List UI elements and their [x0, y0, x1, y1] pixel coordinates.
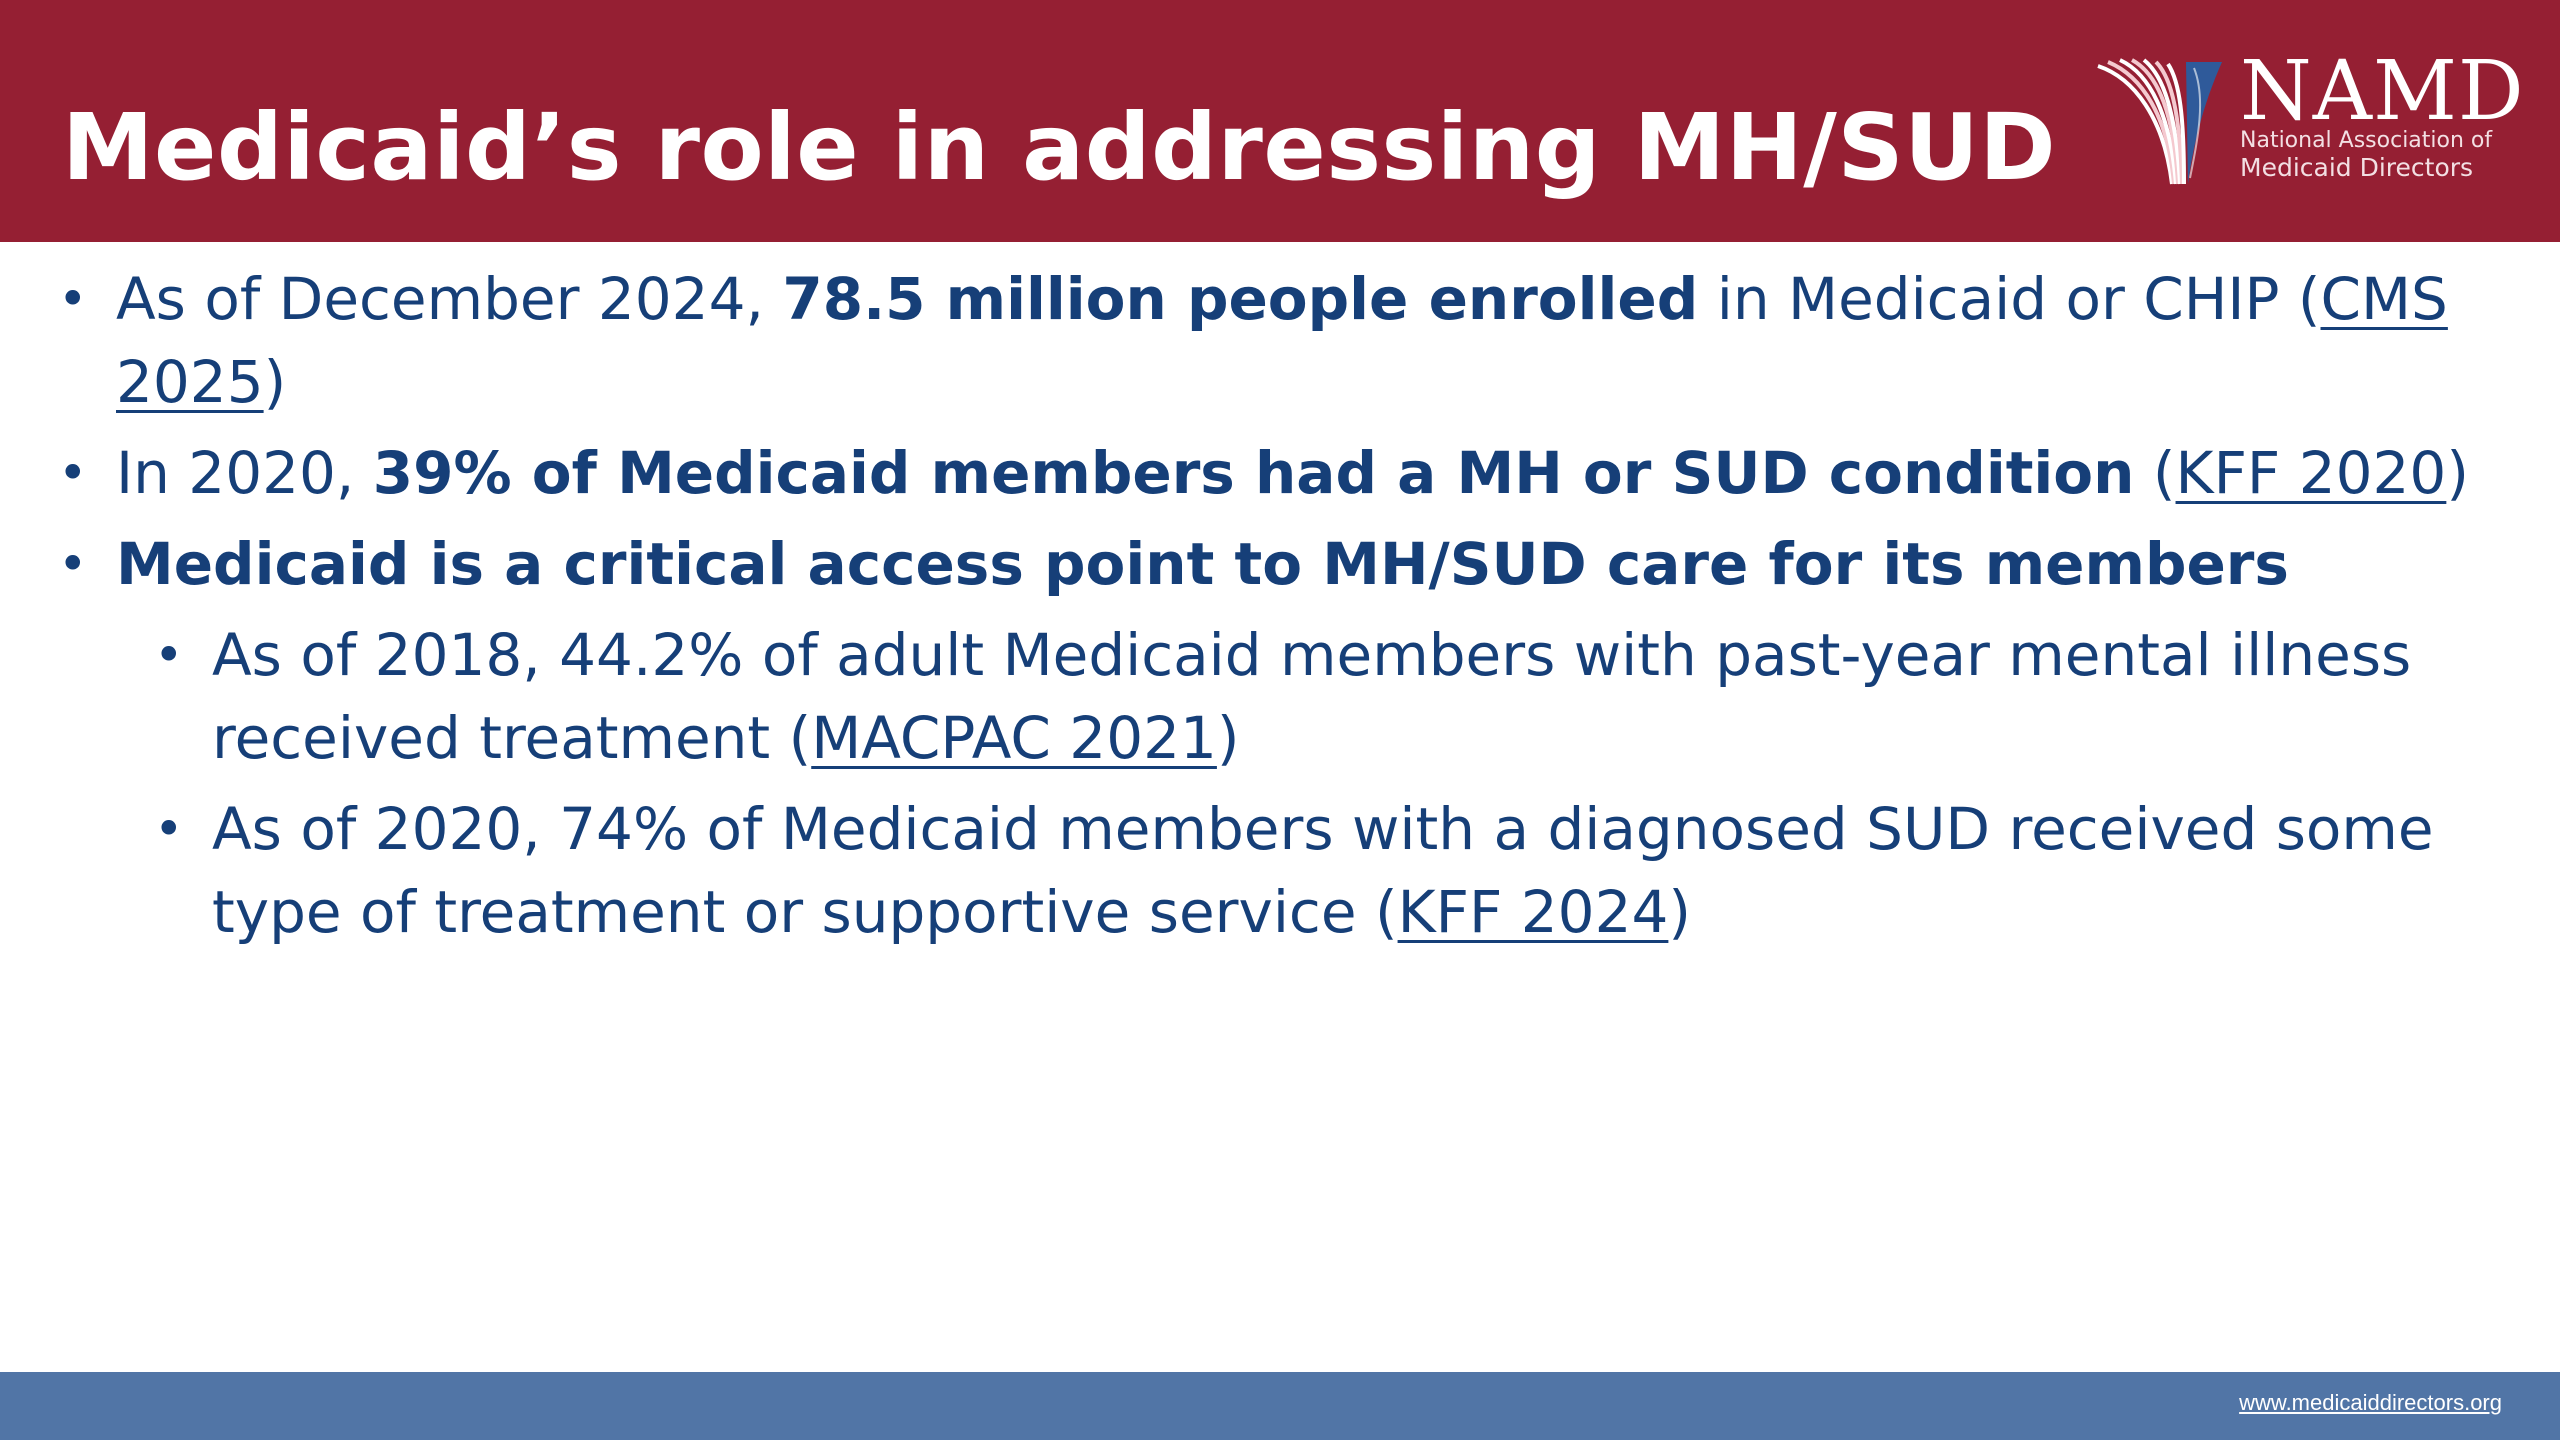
- citation-link-cms-2025[interactable]: CMS 2025: [116, 265, 2448, 416]
- bullet-dot-icon: •: [154, 800, 184, 858]
- bullet-bold-text: 39% of Medicaid members had a MH or SUD …: [372, 439, 2135, 507]
- bullet-text: As of December 2024,: [116, 265, 783, 333]
- bullet-text: As of 2018, 44.2% of adult Medicaid memb…: [212, 621, 2412, 772]
- bullet-text: In 2020,: [116, 439, 373, 507]
- logo-subtitle-line2: Medicaid Directors: [2240, 153, 2474, 182]
- bullet-text: in Medicaid or CHIP (: [1698, 265, 2321, 333]
- bullet-list: • As of December 2024, 78.5 million peop…: [58, 258, 2498, 962]
- footer-bar: www.medicaiddirectors.org: [0, 1372, 2560, 1440]
- sub-bullet-item-mental-illness: • As of 2018, 44.2% of adult Medicaid me…: [154, 614, 2560, 780]
- bullet-text: ): [1216, 704, 1240, 772]
- bullet-text: (: [2134, 439, 2176, 507]
- bullet-text: ): [2446, 439, 2469, 507]
- bullet-text: As of 2020, 74% of Medicaid members with…: [212, 795, 2434, 946]
- sub-bullet-item-sud-treatment: • As of 2020, 74% of Medicaid members wi…: [154, 788, 2560, 954]
- bullet-item-enrollment: • As of December 2024, 78.5 million peop…: [58, 258, 2498, 424]
- citation-link-kff-2020[interactable]: KFF 2020: [2175, 439, 2447, 507]
- page-title: Medicaid’s role in addressing MH/SUD: [62, 94, 2057, 201]
- bullet-bold-text: 78.5 million people enrolled: [782, 265, 1699, 333]
- citation-link-macpac-2021[interactable]: MACPAC 2021: [811, 704, 1217, 772]
- bullet-dot-icon: •: [58, 535, 88, 593]
- bullet-item-critical-access: • Medicaid is a critical access point to…: [58, 523, 2498, 606]
- namd-fan-logo-icon: [2097, 58, 2222, 185]
- bullet-dot-icon: •: [58, 444, 88, 502]
- logo-subtitle-line1: National Association of: [2240, 128, 2493, 153]
- bullet-text: ): [1668, 878, 1692, 946]
- footer-website-link[interactable]: www.medicaiddirectors.org: [2239, 1390, 2502, 1415]
- logo-wordmark: NAMD: [2240, 44, 2525, 139]
- citation-link-kff-2024[interactable]: KFF 2024: [1397, 878, 1669, 946]
- bullet-dot-icon: •: [154, 626, 184, 684]
- namd-logo: NAMD National Association of Medicaid Di…: [2094, 46, 2534, 202]
- bullet-dot-icon: •: [58, 270, 88, 328]
- bullet-bold-text: Medicaid is a critical access point to M…: [116, 530, 2289, 598]
- bullet-text: ): [263, 348, 287, 416]
- header-banner: Medicaid’s role in addressing MH/SUD NAM…: [0, 0, 2560, 242]
- bullet-item-mh-sud-condition: • In 2020, 39% of Medicaid members had a…: [58, 432, 2498, 515]
